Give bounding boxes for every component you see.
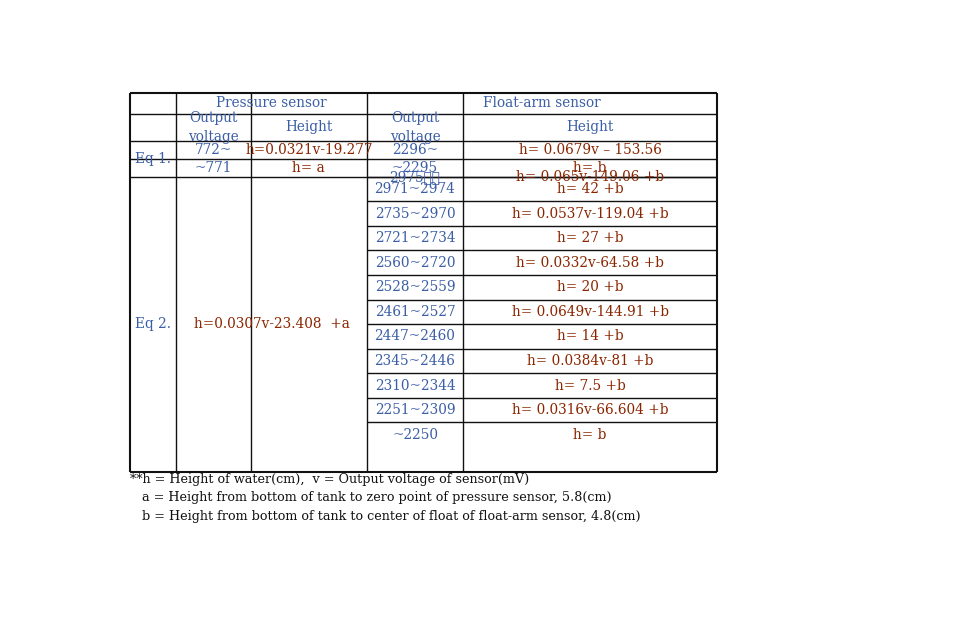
Text: h= 0.0316v-66.604 +b: h= 0.0316v-66.604 +b [512,403,668,417]
Text: 2296~: 2296~ [392,143,438,157]
Text: Height: Height [285,121,333,135]
Text: 772~: 772~ [195,143,232,157]
Text: h= 27 +b: h= 27 +b [557,231,624,245]
Text: h= 0.0384v-81 +b: h= 0.0384v-81 +b [527,354,654,368]
Text: h= 0.065v-149.06 +b: h= 0.065v-149.06 +b [516,170,664,184]
Text: 2345~2446: 2345~2446 [375,354,455,368]
Text: ~2250: ~2250 [392,428,438,442]
Text: h= 0.0649v-144.91 +b: h= 0.0649v-144.91 +b [512,305,669,319]
Text: Output
voltage: Output voltage [188,111,239,143]
Text: 2447~2460: 2447~2460 [375,329,455,343]
Text: h= 0.0537v-119.04 +b: h= 0.0537v-119.04 +b [512,207,668,221]
Text: h= 0.0332v-64.58 +b: h= 0.0332v-64.58 +b [516,256,664,270]
Text: h= a: h= a [292,161,325,175]
Text: h= b: h= b [574,428,606,442]
Text: h= 14 +b: h= 14 +b [557,329,624,343]
Text: 2971~2974: 2971~2974 [375,182,455,196]
Text: h=0.0307v-23.408  +a: h=0.0307v-23.408 +a [194,317,350,331]
Text: Output
voltage: Output voltage [389,111,441,143]
Text: 2721~2734: 2721~2734 [375,231,455,245]
Text: ~771: ~771 [195,161,232,175]
Text: h= 0.0679v – 153.56: h= 0.0679v – 153.56 [519,143,661,157]
Text: a = Height from bottom of tank to zero point of pressure sensor, 5.8(cm): a = Height from bottom of tank to zero p… [130,491,611,504]
Text: Eq 2.: Eq 2. [135,317,171,331]
Text: 2735~2970: 2735~2970 [375,207,455,221]
Text: h= 20 +b: h= 20 +b [557,281,624,295]
Text: h= 7.5 +b: h= 7.5 +b [554,379,626,392]
Text: 2560~2720: 2560~2720 [375,256,455,270]
Text: h= b: h= b [574,161,606,175]
Text: 2310~2344: 2310~2344 [375,379,455,392]
Text: Eq 1.: Eq 1. [135,152,171,166]
Text: Pressure sensor: Pressure sensor [216,96,327,110]
Text: Float-arm sensor: Float-arm sensor [483,96,601,110]
Text: 2528~2559: 2528~2559 [375,281,455,295]
Text: **h = Height of water(cm),  v = Output voltage of sensor(mV): **h = Height of water(cm), v = Output vo… [130,473,529,486]
Text: 2461~2527: 2461~2527 [375,305,455,319]
Text: Height: Height [567,121,614,135]
Text: ~2295: ~2295 [392,161,438,175]
Text: h=0.0321v-19.277: h=0.0321v-19.277 [245,143,372,157]
Text: h= 42 +b: h= 42 +b [557,182,624,196]
Text: b = Height from bottom of tank to center of float of float-arm sensor, 4.8(cm): b = Height from bottom of tank to center… [130,510,640,523]
Text: 2975이상: 2975이상 [389,170,441,184]
Text: 2251~2309: 2251~2309 [375,403,455,417]
